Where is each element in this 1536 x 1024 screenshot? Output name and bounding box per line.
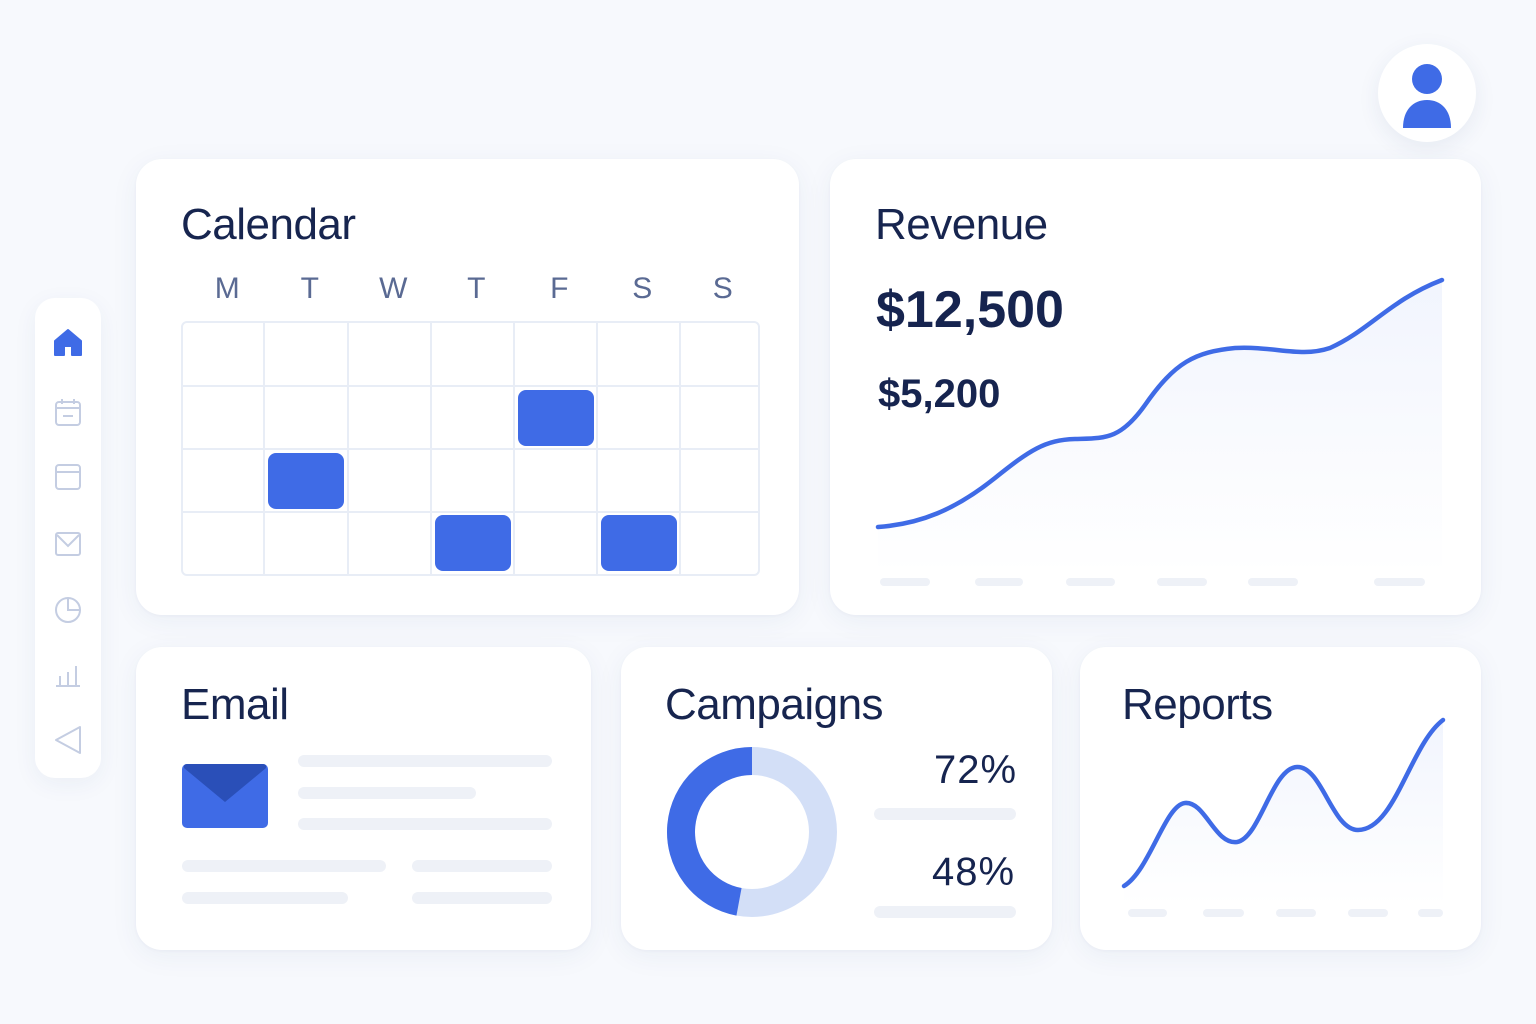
text-placeholder — [182, 892, 348, 904]
sidebar — [35, 298, 101, 778]
text-placeholder — [298, 787, 476, 799]
envelope-icon[interactable] — [182, 764, 268, 828]
text-placeholder — [182, 860, 386, 872]
revenue-secondary-value: $5,200 — [878, 372, 1001, 416]
home-icon[interactable] — [52, 326, 84, 358]
weekday-label: M — [214, 272, 241, 305]
weekday-label: T — [467, 272, 486, 305]
axis-label-placeholder — [1203, 909, 1244, 917]
weekday-label: S — [712, 272, 734, 305]
calendar-event[interactable] — [268, 452, 344, 509]
grid-line — [183, 385, 758, 387]
axis-label-placeholder — [1348, 909, 1388, 917]
weekday-label: S — [632, 272, 653, 305]
user-avatar[interactable] — [1378, 44, 1476, 142]
axis-label-placeholder — [1418, 909, 1443, 917]
calendar-icon[interactable] — [52, 396, 84, 428]
campaigns-title: Campaigns — [665, 680, 884, 729]
email-title: Email — [181, 680, 289, 729]
axis-label-placeholder — [1157, 578, 1207, 586]
revenue-primary-value: $12,500 — [876, 281, 1064, 339]
pie-chart-icon[interactable] — [52, 593, 84, 625]
campaign-stat-1: 72% — [934, 748, 1018, 792]
axis-label-placeholder — [880, 578, 930, 586]
calendar-event[interactable] — [517, 389, 594, 446]
axis-label-placeholder — [1276, 909, 1316, 917]
weekday-label: W — [379, 272, 408, 305]
text-placeholder — [412, 860, 552, 872]
grid-line — [183, 511, 758, 513]
calendar-grid — [181, 321, 760, 576]
campaigns-donut-chart — [667, 747, 837, 917]
reports-line — [1121, 717, 1446, 889]
text-placeholder — [298, 755, 552, 767]
send-icon[interactable] — [52, 724, 84, 756]
bar-chart-icon[interactable] — [52, 658, 84, 690]
revenue-line — [875, 277, 1445, 530]
weekday-label: T — [300, 272, 320, 305]
calendar-event[interactable] — [434, 515, 511, 571]
mail-icon[interactable] — [52, 528, 84, 560]
revenue-title: Revenue — [875, 200, 1048, 249]
axis-label-placeholder — [975, 578, 1023, 586]
weekday-label: F — [550, 272, 569, 305]
axis-label-placeholder — [1128, 909, 1167, 917]
axis-label-placeholder — [1374, 578, 1425, 586]
text-placeholder — [298, 818, 552, 830]
campaign-stat-2: 48% — [932, 850, 1016, 894]
user-icon — [1403, 64, 1451, 128]
reports-area — [1124, 720, 1443, 905]
reports-title: Reports — [1122, 680, 1273, 729]
calendar-event[interactable] — [600, 515, 677, 571]
stat-bar-placeholder — [874, 808, 1016, 820]
text-placeholder — [412, 892, 552, 904]
donut-segment — [667, 747, 753, 916]
axis-label-placeholder — [1248, 578, 1298, 586]
grid-line — [183, 448, 758, 450]
axis-label-placeholder — [1066, 578, 1115, 586]
calendar-title: Calendar — [181, 200, 356, 249]
stat-bar-placeholder — [874, 906, 1016, 918]
window-icon[interactable] — [52, 461, 84, 493]
